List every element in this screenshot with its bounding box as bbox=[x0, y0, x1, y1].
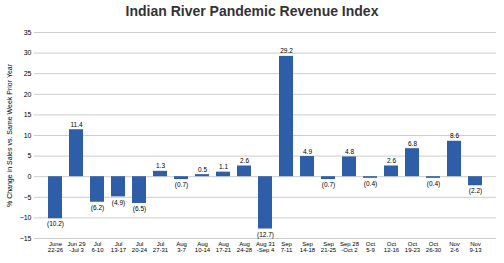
svg-text:(0.7): (0.7) bbox=[175, 181, 188, 189]
svg-text:25: 25 bbox=[24, 70, 32, 77]
svg-text:Sep7-11: Sep7-11 bbox=[281, 241, 293, 253]
svg-text:10: 10 bbox=[24, 132, 32, 139]
svg-text:(0.4): (0.4) bbox=[364, 180, 377, 188]
svg-text:1.1: 1.1 bbox=[219, 163, 228, 170]
svg-text:8.6: 8.6 bbox=[450, 132, 459, 139]
svg-text:Nov2-6: Nov2-6 bbox=[449, 241, 460, 253]
svg-text:−5: −5 bbox=[24, 194, 32, 201]
svg-text:5: 5 bbox=[28, 152, 32, 159]
svg-text:(4.9): (4.9) bbox=[112, 199, 125, 207]
svg-text:Oct26-30: Oct26-30 bbox=[426, 241, 442, 253]
html-text:Indian River Pandemic Revenue: Indian River Pandemic Revenue Index bbox=[125, 3, 379, 19]
svg-text:Jul27-31: Jul27-31 bbox=[153, 241, 169, 253]
svg-text:(2.2): (2.2) bbox=[469, 187, 482, 195]
svg-text:Oct19-23: Oct19-23 bbox=[405, 241, 421, 253]
svg-text:0: 0 bbox=[28, 173, 32, 180]
svg-text:4.8: 4.8 bbox=[345, 148, 354, 155]
svg-text:Aug17-21: Aug17-21 bbox=[216, 241, 232, 253]
svg-text:2.6: 2.6 bbox=[387, 157, 396, 164]
svg-text:(12.7): (12.7) bbox=[257, 231, 274, 239]
svg-text:Oct5-9: Oct5-9 bbox=[366, 241, 376, 253]
svg-text:Aug 31-Sep 4: Aug 31-Sep 4 bbox=[256, 241, 276, 253]
svg-text:(6.5): (6.5) bbox=[133, 205, 146, 213]
svg-text:Jun 29-Jul 3: Jun 29-Jul 3 bbox=[67, 241, 86, 253]
svg-text:Sep14-18: Sep14-18 bbox=[300, 241, 316, 253]
svg-text:Jul20-24: Jul20-24 bbox=[132, 241, 148, 253]
svg-text:11.4: 11.4 bbox=[70, 121, 83, 128]
svg-text:Nov9-13: Nov9-13 bbox=[469, 241, 482, 253]
svg-text:15: 15 bbox=[24, 111, 32, 118]
svg-text:Oct12-16: Oct12-16 bbox=[384, 241, 400, 253]
svg-text:June22-26: June22-26 bbox=[48, 241, 64, 253]
svg-text:1.3: 1.3 bbox=[156, 162, 165, 169]
svg-text:Sep21-25: Sep21-25 bbox=[321, 241, 337, 253]
svg-text:35: 35 bbox=[24, 29, 32, 36]
svg-text:20: 20 bbox=[24, 91, 32, 98]
svg-text:4.9: 4.9 bbox=[303, 148, 312, 155]
svg-text:−15: −15 bbox=[20, 235, 32, 242]
svg-text:0.5: 0.5 bbox=[198, 166, 207, 173]
svg-text:−10: −10 bbox=[20, 214, 32, 221]
svg-text:Jul6-10: Jul6-10 bbox=[91, 241, 104, 253]
svg-text:% Change in Sales vs. Same Wee: % Change in Sales vs. Same Week Prior Ye… bbox=[6, 63, 14, 207]
svg-text:(10.2): (10.2) bbox=[47, 220, 64, 228]
svg-text:6.8: 6.8 bbox=[408, 140, 417, 147]
svg-text:Aug24-28: Aug24-28 bbox=[237, 241, 253, 253]
svg-text:Aug3-7: Aug3-7 bbox=[176, 241, 187, 253]
svg-text:30: 30 bbox=[24, 49, 32, 56]
svg-text:29.2: 29.2 bbox=[280, 47, 293, 54]
svg-text:2.6: 2.6 bbox=[240, 157, 249, 164]
svg-text:(6.2): (6.2) bbox=[91, 204, 104, 212]
svg-text:(0.4): (0.4) bbox=[427, 180, 440, 188]
svg-text:(0.7): (0.7) bbox=[322, 181, 335, 189]
svg-text:Sep 28-Oct 2: Sep 28-Oct 2 bbox=[340, 241, 360, 253]
svg-text:Aug10-14: Aug10-14 bbox=[195, 241, 211, 253]
svg-text:Jul13-17: Jul13-17 bbox=[111, 241, 127, 253]
